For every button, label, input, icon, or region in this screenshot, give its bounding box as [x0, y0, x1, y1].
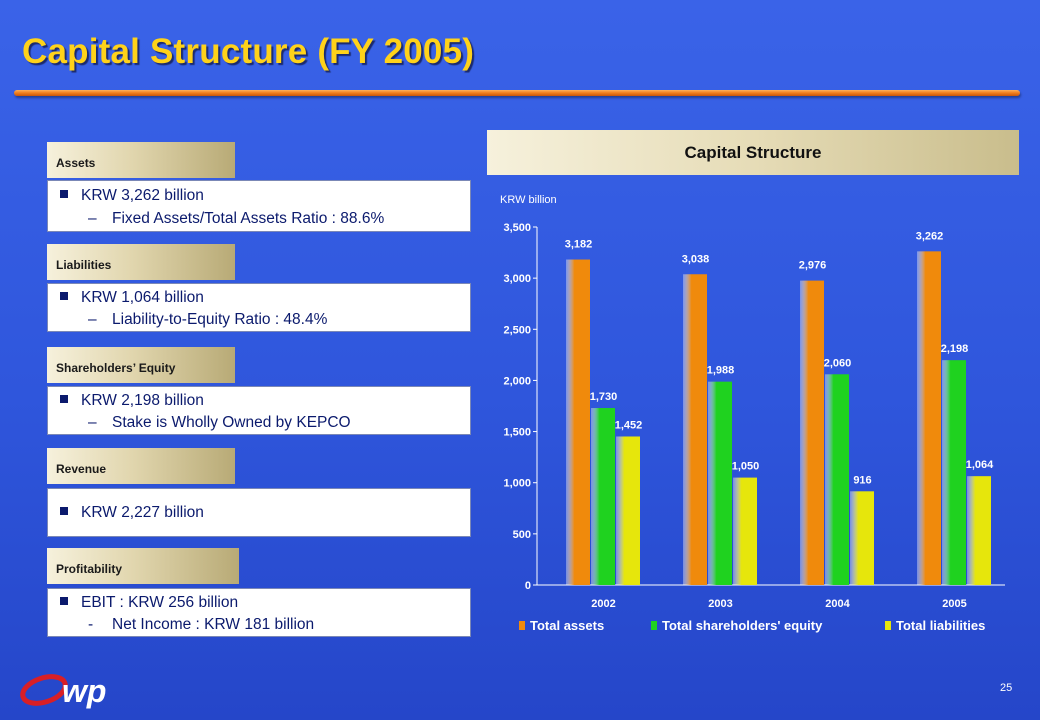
dash-marker: –: [88, 311, 97, 328]
chart-title: Capital Structure: [487, 130, 1019, 175]
bar-total-shareholders-equity-2003: [708, 381, 732, 585]
data-label: 1,452: [615, 419, 643, 431]
x-tick-label: 2005: [942, 598, 966, 610]
legend-swatch: [651, 621, 657, 630]
liabilities-line-2: – Liability-to-Equity Ratio : 48.4%: [88, 311, 328, 328]
data-label: 3,262: [916, 230, 944, 242]
dash-marker: -: [88, 616, 94, 633]
bullet-icon: [60, 506, 68, 515]
svg-text:wp: wp: [62, 673, 106, 709]
equity-box: KRW 2,198 billion – Stake is Wholly Owned…: [47, 386, 471, 435]
title-underline: [14, 90, 1020, 96]
profitability-box: EBIT : KRW 256 billion - Net Income : KRW…: [47, 588, 471, 637]
bar-total-liabilities-2004: [850, 491, 874, 585]
revenue-line-1: KRW 2,227 billion: [60, 504, 204, 522]
y-tick-label: 3,500: [503, 222, 531, 234]
legend-label: Total assets: [530, 618, 604, 633]
bar-total-assets-2003: [683, 274, 707, 585]
bullet-icon: [60, 596, 68, 605]
profitability-line-2: - Net Income : KRW 181 billion: [88, 616, 315, 633]
slide-title: Capital Structure (FY 2005): [22, 32, 475, 71]
capital-structure-chart: 0 500 1,000 1,500 2,000 2,500 3,000 3,500 3,182 1…: [503, 222, 1005, 633]
bullet-icon: [60, 291, 68, 300]
bar-total-shareholders-equity-2004: [825, 374, 849, 585]
tab-liabilities: Liabilities: [47, 244, 235, 280]
profitability-line-1: EBIT : KRW 256 billion: [60, 594, 238, 612]
legend-label: Total shareholders' equity: [662, 618, 823, 633]
data-label: 2,060: [824, 357, 852, 369]
bullet-icon: [60, 394, 68, 403]
bar-total-assets-2005: [917, 251, 941, 585]
tab-revenue: Revenue: [47, 448, 235, 484]
y-axis-unit-label: KRW billion: [500, 194, 557, 206]
data-label: 3,038: [682, 253, 710, 265]
data-label: 2,198: [941, 343, 969, 355]
page-number: 25: [1000, 682, 1013, 694]
liabilities-line-1: KRW 1,064 billion: [60, 289, 204, 307]
data-label: 916: [853, 474, 871, 486]
y-tick-label: 500: [513, 529, 531, 541]
y-tick-label: 3,000: [503, 273, 531, 285]
legend-swatch: [885, 621, 891, 630]
data-label: 1,988: [707, 365, 735, 377]
legend-swatch: [519, 621, 525, 630]
bar-total-liabilities-2003: [733, 477, 757, 585]
data-label: 1,064: [966, 459, 994, 471]
data-label: 3,182: [565, 239, 593, 251]
bullet-icon: [60, 189, 68, 198]
bar-total-assets-2002: [566, 259, 590, 585]
ewp-logo-icon: wp: [20, 673, 106, 709]
assets-box: KRW 3,262 billion – Fixed Assets/Total As…: [47, 180, 471, 232]
y-tick-label: 2,500: [503, 324, 531, 336]
y-tick-label: 1,000: [503, 478, 531, 490]
dash-marker: –: [88, 414, 97, 431]
assets-line-1: KRW 3,262 billion: [60, 187, 204, 205]
bar-total-assets-2004: [800, 280, 824, 585]
equity-line-2: – Stake is Wholly Owned by KEPCO: [88, 414, 351, 431]
legend-label: Total liabilities: [896, 618, 985, 633]
liabilities-box: KRW 1,064 billion – Liability-to-Equity R…: [47, 283, 471, 332]
revenue-box: KRW 2,227 billion: [47, 488, 471, 537]
y-tick-label: 1,500: [503, 427, 531, 439]
tab-profitability: Profitability: [47, 548, 239, 584]
x-tick-label: 2004: [825, 598, 850, 610]
data-label: 1,050: [732, 461, 760, 473]
y-tick-label: 0: [525, 580, 531, 592]
bar-total-liabilities-2002: [616, 436, 640, 585]
data-label: 2,976: [799, 260, 827, 272]
equity-line-1: KRW 2,198 billion: [60, 392, 204, 410]
dash-marker: –: [88, 210, 97, 227]
tab-shareholders-equity: Shareholders’ Equity: [47, 347, 235, 383]
bar-total-shareholders-equity-2002: [591, 408, 615, 585]
assets-line-2: – Fixed Assets/Total Assets Ratio : 88.6%: [88, 210, 385, 227]
data-label: 1,730: [590, 391, 618, 403]
bar-total-shareholders-equity-2005: [942, 360, 966, 585]
tab-assets: Assets: [47, 142, 235, 178]
x-tick-label: 2002: [591, 598, 615, 610]
y-tick-label: 2,000: [503, 375, 531, 387]
x-tick-label: 2003: [708, 598, 732, 610]
bar-total-liabilities-2005: [967, 476, 991, 585]
